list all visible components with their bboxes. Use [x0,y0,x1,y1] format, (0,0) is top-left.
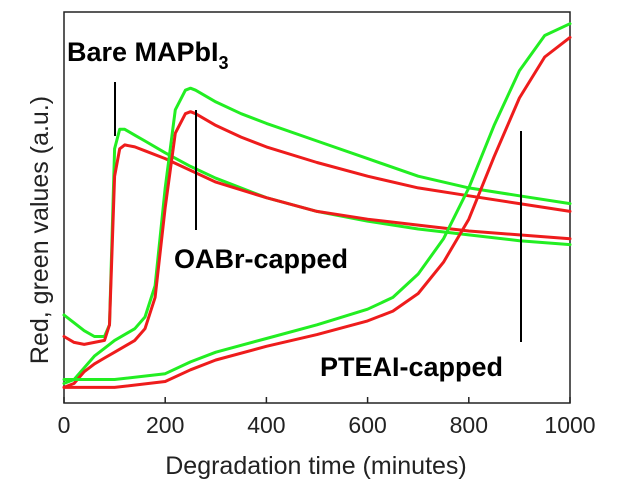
y-axis-label: Red, green values (a.u.) [26,96,54,364]
x-tick-label: 1000 [544,412,595,438]
annotation-pteai-capped: PTEAI-capped [320,352,503,382]
annotations: Bare MAPbI3 OABr-capped PTEAI-capped [67,37,522,382]
series-line-green-0 [62,127,572,338]
annotation-bare-mapbi3: Bare MAPbI3 [67,37,229,73]
annotation-oabr-capped: OABr-capped [174,244,348,274]
series-line-red-1 [62,143,572,346]
series-line-green-2 [62,86,572,385]
series-line-red-5 [62,35,572,389]
plot-area [63,11,571,404]
series-line-green-4 [62,22,572,381]
x-tick-label: 400 [247,412,285,438]
x-tick-label: 600 [348,412,386,438]
x-tick-label: 800 [450,412,488,438]
x-tick-label: 0 [58,412,71,438]
x-ticks: 0 200 400 600 800 1000 [58,397,596,438]
series-line-red-3 [62,110,572,389]
x-tick-label: 200 [146,412,184,438]
series-layer [62,22,572,389]
plot-frame [63,11,571,404]
x-axis-label: Degradation time (minutes) [165,452,467,480]
